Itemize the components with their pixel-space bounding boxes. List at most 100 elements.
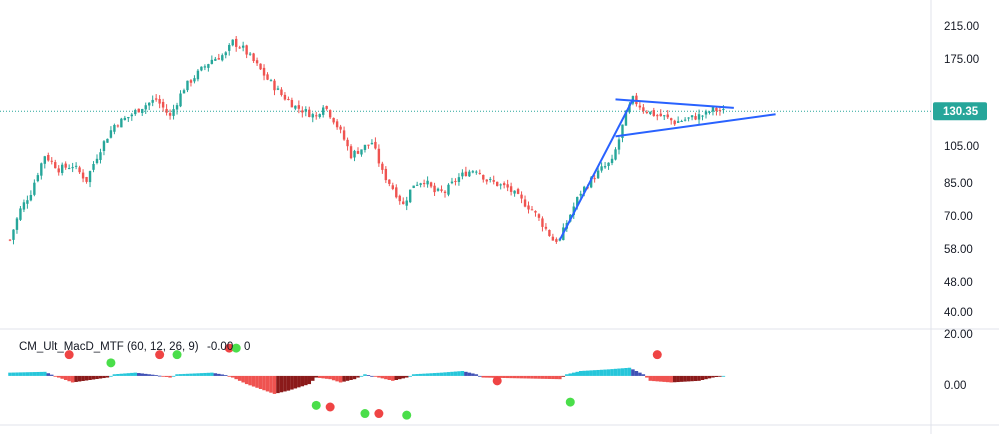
histogram-bar (686, 375, 691, 382)
histogram-bar (32, 372, 37, 376)
candle-body (409, 189, 412, 203)
candle-body (454, 180, 457, 182)
candle-body (402, 201, 405, 205)
candle-body (175, 105, 179, 110)
histogram-bar (561, 375, 566, 377)
candle-body (708, 111, 711, 113)
histogram-bar (572, 372, 576, 376)
histogram-bar (88, 375, 92, 380)
candle-body (325, 106, 328, 109)
histogram-bar (377, 375, 381, 378)
candle-body (509, 186, 513, 192)
signal-dot-green (360, 409, 370, 419)
histogram-bar (36, 371, 40, 376)
histogram-bar (478, 375, 482, 377)
histogram-bar (460, 371, 465, 376)
histogram-bar (311, 375, 315, 381)
histogram-bar (126, 373, 131, 376)
indicator-pane[interactable]: CM_Ult_MacD_MTF (60, 12, 26, 9) -0.00 0 … (8, 329, 973, 420)
signal-dot-green (565, 397, 575, 407)
indicator-value: -0.00 (207, 341, 233, 353)
candle-body (241, 45, 245, 48)
candle-body (482, 174, 485, 180)
histogram-bar (596, 369, 600, 376)
current-price-label: 130.35 (943, 106, 979, 118)
candle-body (252, 53, 255, 62)
candle-body (269, 80, 273, 82)
histogram-bar (258, 375, 263, 389)
candle-body (516, 189, 520, 194)
histogram-bar (411, 374, 416, 376)
candle-body (443, 191, 447, 193)
candle-body (496, 181, 499, 186)
candle-body (551, 236, 555, 241)
candle-body (541, 218, 544, 227)
candle-body (645, 111, 649, 113)
candle-body (367, 144, 370, 146)
histogram-bar (700, 375, 705, 380)
candle-body (670, 118, 673, 121)
candle-body (492, 180, 495, 182)
candle-body (356, 151, 360, 154)
histogram-bar (168, 375, 172, 378)
trendline-group[interactable] (558, 98, 776, 241)
histogram-bar (328, 375, 332, 380)
candle-body (29, 195, 33, 201)
candle-body (579, 193, 582, 196)
histogram-bar (123, 373, 127, 376)
histogram-bar (401, 375, 405, 379)
histogram-bar (589, 370, 593, 376)
histogram-bar (25, 372, 30, 376)
candle-body (652, 110, 655, 116)
histogram-bar (279, 375, 284, 393)
histogram-bar (568, 373, 573, 376)
candle-body (151, 99, 154, 103)
candle-body (415, 184, 419, 186)
histogram-bar (324, 375, 329, 379)
price-pane[interactable] (0, 36, 931, 245)
candle-body (534, 210, 537, 213)
candle-body (144, 105, 147, 110)
candle-body (64, 163, 67, 168)
histogram-bar (217, 373, 221, 376)
histogram-bar (244, 375, 249, 385)
candle-body (238, 47, 241, 49)
candle-body (555, 239, 558, 242)
candle-body (78, 167, 81, 173)
histogram-bar (690, 375, 694, 382)
histogram-bar (439, 372, 444, 376)
histogram-bar (356, 375, 360, 378)
candle-body (694, 116, 697, 120)
trendline[interactable] (615, 98, 734, 109)
indicator-title[interactable]: CM_Ult_MacD_MTF (60, 12, 26, 9) (19, 341, 199, 353)
candle-body (137, 108, 140, 113)
histogram-bar (707, 375, 712, 379)
histogram-bar (592, 370, 597, 376)
histogram-bar (485, 375, 489, 378)
candle-body (106, 138, 109, 143)
candle-body (266, 74, 269, 80)
candle-body (617, 139, 621, 150)
histogram-bar (425, 373, 430, 376)
candle-body (50, 160, 53, 162)
histogram-bar (262, 375, 266, 391)
histogram-bar (544, 375, 548, 379)
candle-body (548, 229, 551, 236)
candle-body (182, 90, 186, 94)
candle-body (464, 171, 468, 177)
histogram-bar (230, 375, 235, 378)
candle-body (120, 118, 123, 128)
candle-body (259, 63, 262, 70)
histogram-bar (627, 367, 632, 376)
histogram-bar (387, 375, 392, 380)
candle-body (148, 102, 151, 106)
trendline[interactable] (558, 98, 634, 241)
price-axis[interactable]: 215.00 175.00 105.00 85.00 70.00 58.00 4… (933, 21, 987, 319)
histogram-bar (394, 375, 399, 380)
signal-dot-red (374, 409, 384, 419)
histogram-bar (631, 369, 635, 376)
candle-body (95, 158, 99, 164)
candle-body (193, 78, 196, 82)
trendline[interactable] (615, 113, 776, 138)
